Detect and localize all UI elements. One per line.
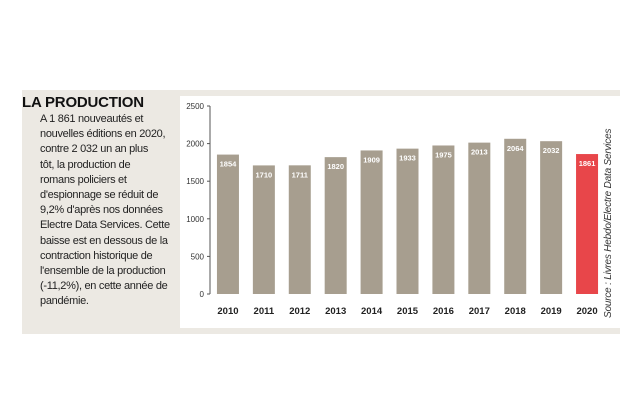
chart-area: 0 500 1000 1500 2000 2500 1854 2010 1710 2011 1711… (180, 96, 620, 328)
y-tick-label: 1500 (186, 177, 204, 186)
bar-value-label: 1710 (256, 170, 273, 179)
bar-value-label: 1820 (327, 162, 344, 171)
x-tick-label: 2010 (217, 306, 238, 317)
body-line: l'ensemble de la production (40, 265, 166, 278)
x-tick-label: 2017 (469, 306, 490, 317)
bar (576, 154, 599, 294)
x-tick-label: 2012 (289, 306, 310, 317)
bar-value-label: 1975 (435, 150, 452, 159)
x-tick-label: 2019 (541, 306, 562, 317)
body-line: Electre Data Services. Cette (40, 219, 170, 232)
body-text: A 1 861 nouveautés et nouvelles éditions … (40, 112, 188, 310)
source-note: Source : Livres Hebdo/Electre Data Servi… (603, 128, 614, 318)
body-line: nouvelles éditions en 2020, (40, 128, 166, 141)
body-line: baisse est en dessous de la (40, 234, 168, 247)
body-line: 9,2% d'après nos données (40, 204, 163, 217)
x-tick-label: 2011 (254, 306, 275, 317)
y-tick-label: 2000 (186, 140, 204, 149)
bar (432, 145, 455, 294)
y-tick-label: 500 (191, 252, 205, 261)
bar (360, 150, 383, 294)
y-tick-label: 0 (200, 290, 205, 299)
bar (324, 157, 347, 294)
bar-value-label: 1933 (399, 154, 416, 163)
bar-value-label: 1909 (363, 155, 380, 164)
bar-value-label: 1861 (579, 159, 596, 168)
x-tick-label: 2014 (361, 306, 383, 317)
x-tick-label: 2018 (505, 306, 526, 317)
body-line: romans policiers et (40, 173, 127, 186)
bar-value-label: 1854 (220, 160, 238, 169)
body-line: contre 2 032 un an plus (40, 143, 149, 156)
x-tick-label: 2015 (397, 306, 419, 317)
sidebar: LA PRODUCTION A 1 861 nouveautés et nouve… (22, 90, 182, 334)
body-line: contraction historique de (40, 249, 153, 262)
x-tick-label: 2013 (325, 306, 346, 317)
bar (540, 141, 563, 294)
bar (216, 154, 239, 294)
bar-value-label: 2032 (543, 146, 560, 155)
body-line: tôt, la production de (40, 158, 131, 171)
bar-value-label: 2064 (507, 144, 525, 153)
x-tick-label: 2016 (433, 306, 454, 317)
bar (396, 148, 419, 294)
body-line: pandémie. (40, 295, 89, 308)
bar-value-label: 2013 (471, 148, 488, 157)
body-line: A 1 861 nouveautés et (40, 113, 144, 125)
body-line: d'espionnage se réduit de (40, 189, 159, 202)
info-panel: LA PRODUCTION A 1 861 nouveautés et nouve… (22, 90, 620, 334)
bar-chart: 0 500 1000 1500 2000 2500 1854 2010 1710 2011 1711… (186, 102, 599, 317)
bar (288, 165, 311, 294)
bar (504, 138, 527, 294)
heading: LA PRODUCTION (22, 94, 144, 111)
x-tick-label: 2020 (576, 306, 597, 317)
bar (468, 142, 491, 294)
bar-value-label: 1711 (292, 170, 308, 179)
body-line: (-11,2%), en cette année de (40, 280, 168, 293)
bar (252, 165, 275, 294)
y-tick-label: 2500 (186, 102, 204, 111)
y-tick-label: 1000 (186, 215, 204, 224)
